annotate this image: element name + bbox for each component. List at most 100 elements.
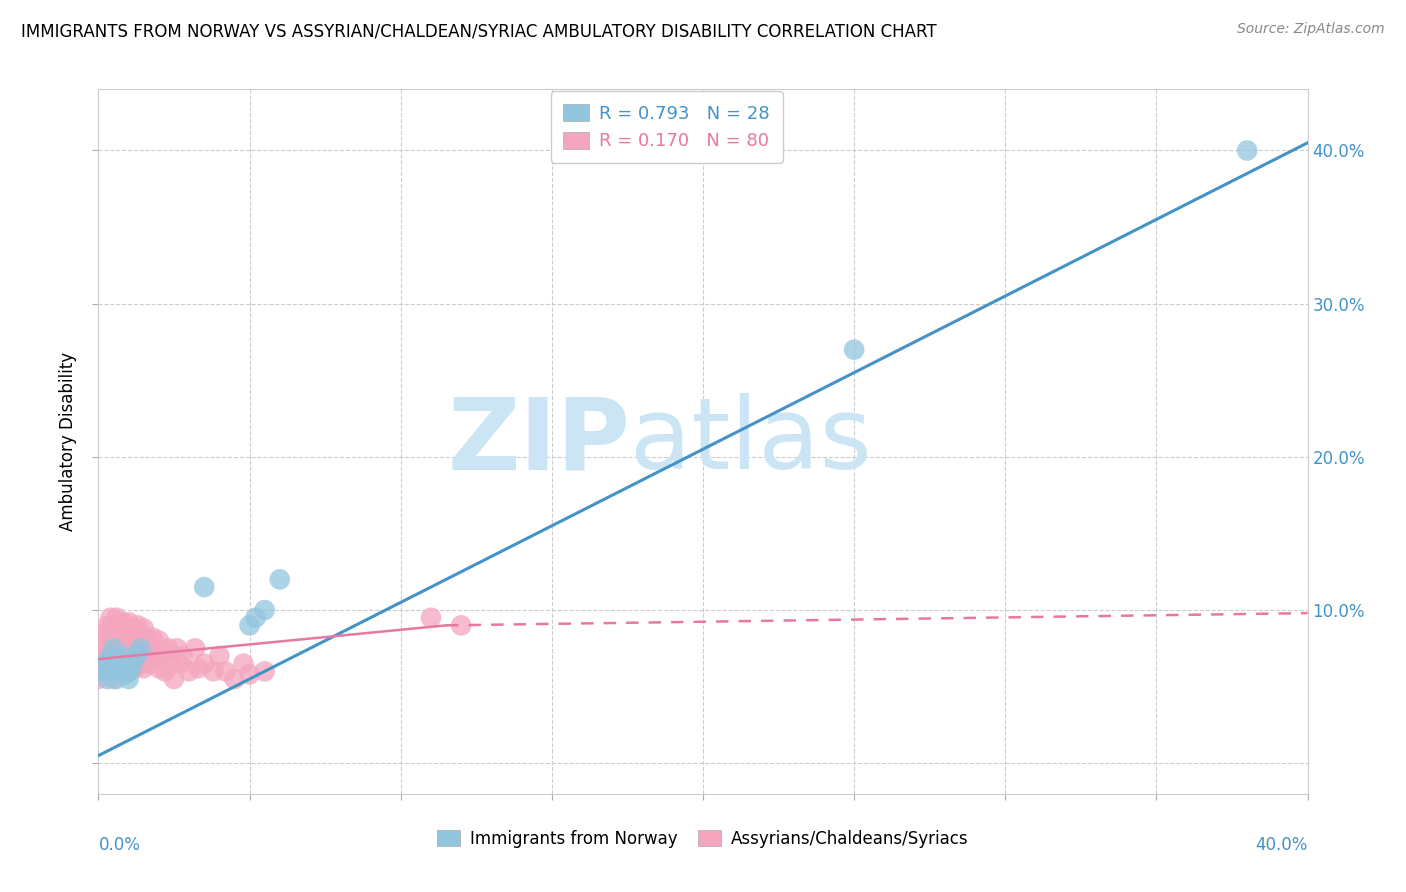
Point bbox=[135, 652, 157, 666]
Point bbox=[127, 618, 149, 632]
Point bbox=[193, 657, 215, 671]
Point bbox=[124, 661, 146, 675]
Point bbox=[103, 657, 125, 671]
Point bbox=[100, 665, 122, 679]
Point bbox=[193, 580, 215, 594]
Point bbox=[269, 573, 291, 587]
Point bbox=[214, 665, 236, 679]
Point bbox=[139, 657, 162, 671]
Point bbox=[114, 626, 136, 640]
Point bbox=[187, 661, 209, 675]
Point bbox=[239, 667, 262, 681]
Point bbox=[253, 603, 276, 617]
Text: 0.0%: 0.0% bbox=[98, 836, 141, 855]
Point bbox=[103, 672, 125, 686]
Point bbox=[90, 665, 112, 679]
Point bbox=[232, 657, 254, 671]
Point bbox=[129, 633, 152, 648]
Point bbox=[103, 618, 125, 632]
Point bbox=[172, 648, 194, 663]
Point bbox=[111, 665, 134, 679]
Point bbox=[118, 631, 141, 645]
Point bbox=[142, 652, 165, 666]
Point bbox=[105, 672, 128, 686]
Point bbox=[96, 672, 118, 686]
Point bbox=[135, 631, 157, 645]
Text: ZIP: ZIP bbox=[447, 393, 630, 490]
Point bbox=[90, 633, 112, 648]
Point bbox=[105, 652, 128, 666]
Point bbox=[253, 665, 276, 679]
Point bbox=[111, 646, 134, 660]
Point bbox=[121, 659, 143, 673]
Point bbox=[87, 672, 110, 686]
Point bbox=[148, 633, 170, 648]
Point bbox=[100, 641, 122, 656]
Point bbox=[1236, 144, 1258, 158]
Point bbox=[103, 648, 125, 663]
Point bbox=[145, 648, 167, 663]
Point bbox=[166, 641, 188, 656]
Point bbox=[224, 672, 246, 686]
Point bbox=[124, 622, 146, 636]
Point bbox=[150, 648, 173, 663]
Text: 40.0%: 40.0% bbox=[1256, 836, 1308, 855]
Point bbox=[245, 610, 267, 624]
Point bbox=[121, 657, 143, 671]
Point bbox=[127, 646, 149, 660]
Point bbox=[93, 657, 115, 671]
Point bbox=[100, 665, 122, 679]
Point bbox=[163, 672, 186, 686]
Point bbox=[239, 618, 262, 632]
Point bbox=[114, 646, 136, 660]
Point bbox=[100, 648, 122, 663]
Point bbox=[129, 641, 152, 656]
Point bbox=[96, 657, 118, 671]
Point bbox=[132, 622, 155, 636]
Point bbox=[160, 657, 183, 671]
Point bbox=[100, 610, 122, 624]
Point bbox=[90, 648, 112, 663]
Point bbox=[93, 626, 115, 640]
Point bbox=[118, 665, 141, 679]
Point bbox=[118, 615, 141, 630]
Point bbox=[118, 672, 141, 686]
Y-axis label: Ambulatory Disability: Ambulatory Disability bbox=[59, 352, 77, 531]
Point bbox=[132, 661, 155, 675]
Point bbox=[93, 641, 115, 656]
Point bbox=[108, 665, 131, 679]
Point bbox=[100, 626, 122, 640]
Point bbox=[105, 641, 128, 656]
Point bbox=[108, 648, 131, 663]
Text: Source: ZipAtlas.com: Source: ZipAtlas.com bbox=[1237, 22, 1385, 37]
Point bbox=[114, 657, 136, 671]
Point bbox=[111, 631, 134, 645]
Point bbox=[108, 615, 131, 630]
Point bbox=[208, 648, 231, 663]
Point bbox=[108, 665, 131, 679]
Text: atlas: atlas bbox=[630, 393, 872, 490]
Point bbox=[111, 665, 134, 679]
Point bbox=[111, 615, 134, 630]
Point bbox=[202, 665, 225, 679]
Point bbox=[169, 657, 191, 671]
Point bbox=[118, 665, 141, 679]
Point bbox=[127, 657, 149, 671]
Point bbox=[148, 661, 170, 675]
Point bbox=[844, 343, 866, 357]
Point bbox=[124, 652, 146, 666]
Point bbox=[139, 633, 162, 648]
Point bbox=[153, 665, 176, 679]
Point bbox=[103, 641, 125, 656]
Point bbox=[156, 641, 179, 656]
Point bbox=[124, 641, 146, 656]
Point bbox=[108, 631, 131, 645]
Point bbox=[118, 646, 141, 660]
Point bbox=[114, 667, 136, 681]
Point bbox=[96, 648, 118, 663]
Point bbox=[127, 637, 149, 651]
Point bbox=[420, 610, 443, 624]
Point bbox=[129, 657, 152, 671]
Point bbox=[96, 618, 118, 632]
Point bbox=[121, 641, 143, 656]
